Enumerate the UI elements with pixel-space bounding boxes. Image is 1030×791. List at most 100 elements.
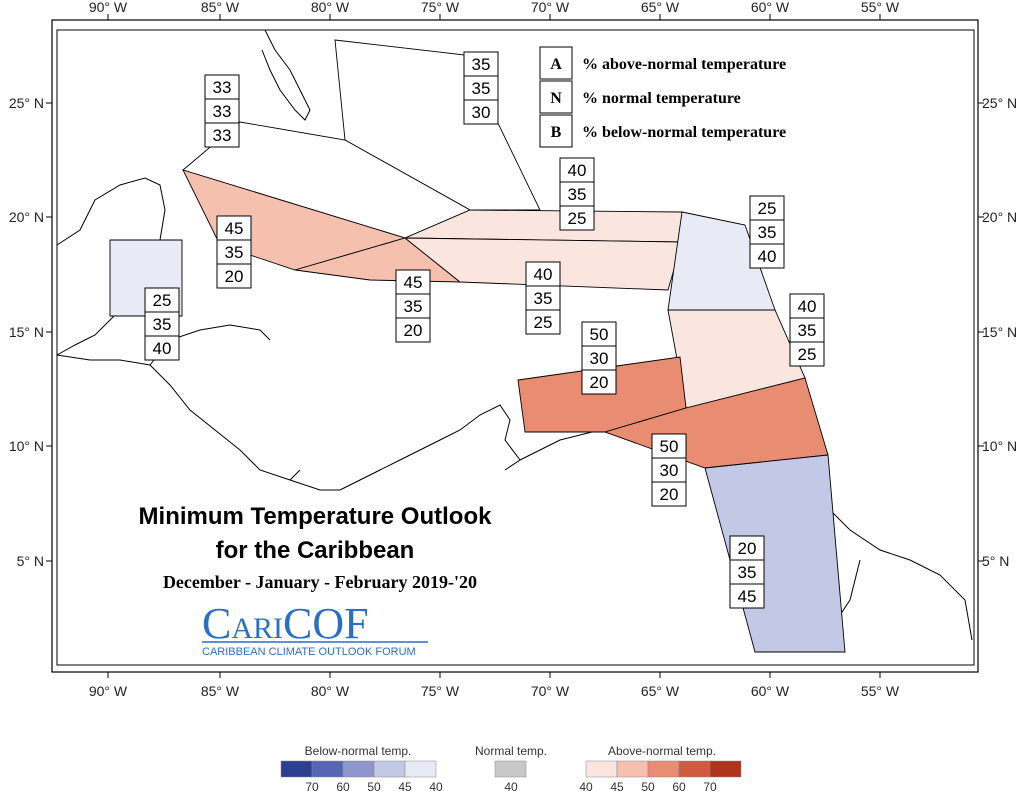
legend-above-tick: 40 [579, 780, 593, 791]
prob-normal-value: 35 [534, 289, 553, 308]
coast-central-america [56, 324, 521, 491]
prob-above-value: 45 [225, 219, 244, 238]
prob-normal-value: 35 [225, 243, 244, 262]
bottom-tick-label: 90° W [89, 683, 128, 699]
prob-cell-above [789, 293, 825, 319]
prob-above-value: 25 [758, 199, 777, 218]
prob-cell-above [525, 261, 561, 287]
prob-normal-value: 35 [568, 185, 587, 204]
prob-cell-normal [525, 285, 561, 311]
prob-cell-below [204, 122, 240, 148]
prob-below-value: 25 [568, 209, 587, 228]
right-tick-label: 10° N [982, 438, 1017, 454]
prob-cell-below [729, 583, 765, 609]
prob-above-value: 40 [568, 161, 587, 180]
prob-normal-value: 35 [404, 297, 423, 316]
bottom-tick-label: 75° W [421, 683, 460, 699]
prob-below-value: 20 [590, 373, 609, 392]
bottom-tick-label: 55° W [861, 683, 900, 699]
key-b-letter: B [551, 124, 562, 141]
bottom-tick-label: 85° W [201, 683, 240, 699]
logo-tagline: CARIBBEAN CLIMATE OUTLOOK FORUM [202, 646, 416, 658]
prob-cell-below [395, 317, 431, 343]
prob-above-value: 33 [213, 78, 232, 97]
abn-key: A N B % above-normal temperature % norma… [539, 46, 786, 148]
prob-normal-value: 33 [213, 102, 232, 121]
prob-below-value: 20 [404, 321, 423, 340]
legend-normal-swatch [494, 760, 527, 778]
legend-below-swatch [373, 760, 406, 778]
legend-above-swatch [678, 760, 711, 778]
prob-normal-value: 35 [738, 563, 757, 582]
prob-above-value: 35 [472, 55, 491, 74]
prob-above-value: 45 [404, 273, 423, 292]
prob-above-value: 50 [660, 437, 679, 456]
prob-box-leeward-islands: 25 35 40 [749, 195, 785, 269]
prob-below-value: 45 [738, 587, 757, 606]
prob-below-value: 20 [660, 485, 679, 504]
legend-below-tick: 50 [367, 780, 381, 791]
prob-cell-below [789, 341, 825, 367]
prob-cell-above [559, 157, 595, 183]
legend-normal-title: Normal temp. [475, 744, 547, 758]
prob-below-value: 30 [472, 103, 491, 122]
prob-above-value: 50 [590, 325, 609, 344]
prob-cell-below [144, 335, 180, 361]
left-tick-label: 25° N [9, 95, 44, 111]
top-tick-label: 55° W [861, 0, 900, 15]
prob-box-western-caribbean: 45 35 20 [216, 215, 252, 289]
right-tick-label: 15° N [982, 324, 1017, 340]
legend-below-title: Below-normal temp. [305, 744, 412, 758]
bottom-tick-label: 60° W [751, 683, 790, 699]
legend-below-swatch [280, 760, 313, 778]
caricof-logo: CARICOF CARIBBEAN CLIMATE OUTLOOK FORUM [202, 599, 428, 658]
top-tick-label: 65° W [641, 0, 680, 15]
top-tick-label: 90° W [89, 0, 128, 15]
prob-cell-normal [581, 345, 617, 371]
prob-normal-value: 35 [798, 321, 817, 340]
bottom-tick-label: 80° W [311, 683, 350, 699]
legend-above-swatch [585, 760, 618, 778]
top-tick-label: 70° W [531, 0, 570, 15]
legend-below-swatch [342, 760, 375, 778]
right-tick-label: 25° N [982, 95, 1017, 111]
prob-cell-above [204, 74, 240, 100]
prob-box-hispaniola-south: 40 35 25 [525, 261, 561, 335]
prob-normal-value: 30 [590, 349, 609, 368]
probability-labels: 35 35 30 33 33 33 45 35 20 45 35 20 40 35 25 40 35 25 25 35… [144, 51, 825, 609]
legend-below-swatch [311, 760, 344, 778]
legend-above-swatch [647, 760, 680, 778]
top-tick-label: 85° W [201, 0, 240, 15]
prob-above-value: 40 [798, 297, 817, 316]
key-a-text: % above-normal temperature [582, 56, 786, 73]
top-tick-label: 80° W [311, 0, 350, 15]
map-period: December - January - February 2019-'20 [163, 572, 477, 592]
bottom-tick-label: 65° W [641, 683, 680, 699]
legend-normal-tick: 40 [504, 780, 518, 791]
left-tick-label: 5° N [17, 553, 44, 569]
top-tick-label: 60° W [751, 0, 790, 15]
left-tick-label: 15° N [9, 324, 44, 340]
key-a-box [539, 46, 573, 80]
legend-below-tick: 40 [429, 780, 443, 791]
prob-box-trinidad: 50 30 20 [651, 433, 687, 507]
key-n-text: % normal temperature [582, 90, 741, 107]
legend-above-swatch [709, 760, 742, 778]
prob-below-value: 40 [758, 247, 777, 266]
prob-cell-normal [216, 239, 252, 265]
key-n-letter: N [550, 90, 562, 107]
prob-above-value: 20 [738, 539, 757, 558]
prob-below-value: 25 [798, 345, 817, 364]
axis-layer: 90° W 85° W 80° W 75° W 70° W 65° W 60° W 55° W… [9, 0, 1017, 699]
legend-above-swatch [616, 760, 649, 778]
logo-wordmark: CARICOF [202, 599, 369, 648]
legend-above-tick: 70 [703, 780, 717, 791]
prob-below-value: 20 [225, 267, 244, 286]
left-tick-label: 20° N [9, 209, 44, 225]
prob-cell-normal [204, 98, 240, 124]
prob-cell-normal [559, 181, 595, 207]
prob-cell-below [559, 205, 595, 231]
prob-normal-value: 35 [758, 223, 777, 242]
legend-below-tick: 60 [336, 780, 350, 791]
prob-cell-above [216, 215, 252, 241]
